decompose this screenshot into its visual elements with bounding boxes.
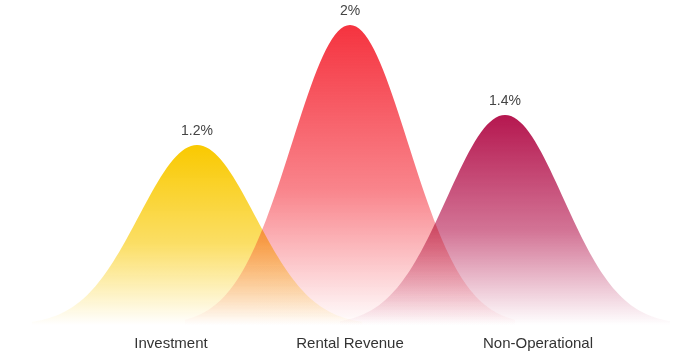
data-label: 2% bbox=[340, 2, 360, 18]
category-label: Non-Operational bbox=[483, 334, 593, 351]
plot-area bbox=[32, 25, 670, 325]
labels: 1.2% 2% 1.4% Investment Rental Revenue Non-Op… bbox=[134, 2, 593, 351]
data-label: 1.4% bbox=[489, 92, 521, 108]
data-label: 1.2% bbox=[181, 122, 213, 138]
category-label: Rental Revenue bbox=[296, 334, 404, 351]
category-label: Investment bbox=[134, 334, 208, 351]
bell-curve bbox=[340, 115, 670, 325]
chart: 1.2% 2% 1.4% Investment Rental Revenue Non-Op… bbox=[0, 0, 700, 361]
